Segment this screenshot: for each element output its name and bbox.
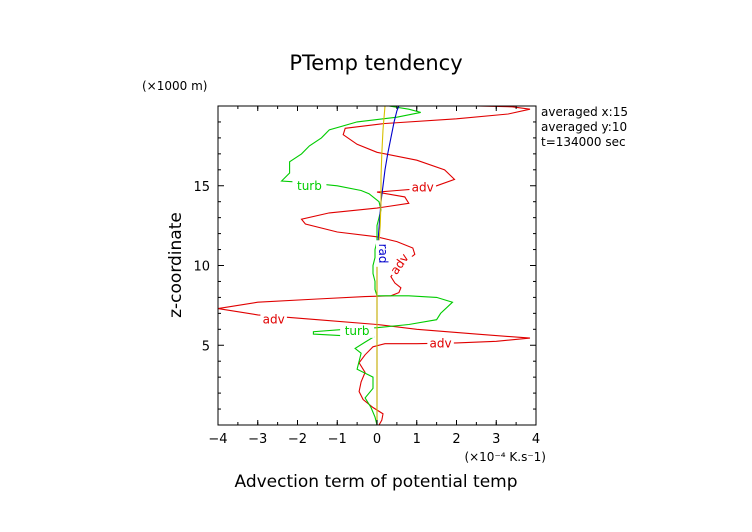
curve-label-bg xyxy=(375,240,389,267)
y-tick-label: 5 xyxy=(202,339,210,354)
curve-label-adv: adv xyxy=(263,313,285,327)
x-tick-label: −2 xyxy=(288,432,307,447)
x-axis-ticks: −4 −3 −2 −1 0 1 2 3 4 xyxy=(208,106,540,447)
info-line: t=134000 sec xyxy=(541,135,626,149)
info-line: averaged y:10 xyxy=(541,120,627,134)
x-tick-label: −3 xyxy=(248,432,267,447)
y-axis-label: z-coordinate xyxy=(166,212,186,318)
x-tick-label: 3 xyxy=(492,432,500,447)
x-tick-label: 2 xyxy=(452,432,460,447)
curve-label-bg xyxy=(409,181,436,195)
y-axis-ticks: 5 10 15 xyxy=(193,121,536,410)
y-unit-label: (×1000 m) xyxy=(142,79,207,93)
curve-label-bg xyxy=(387,249,413,279)
chart-title: PTemp tendency xyxy=(289,51,462,75)
curve-label-bg xyxy=(292,179,327,193)
curve-label-turb: turb xyxy=(297,179,322,193)
curve-label-bg xyxy=(340,324,375,338)
x-axis-label: Advection term of potential temp xyxy=(234,472,517,492)
x-tick-label: 1 xyxy=(413,432,421,447)
curve-label-turb: turb xyxy=(345,324,370,338)
curve-label-bg xyxy=(260,313,287,327)
curve-label-adv: adv xyxy=(412,180,434,194)
y-tick-label: 10 xyxy=(193,260,210,275)
curves xyxy=(217,105,531,426)
x-unit-label: (×10⁻⁴ K.s⁻1) xyxy=(464,450,546,464)
info-line: averaged x:15 xyxy=(541,105,628,119)
series-line-adv xyxy=(217,105,531,426)
curve-label-rad: rad xyxy=(376,244,390,264)
x-tick-label: −1 xyxy=(328,432,347,447)
y-tick-label: 15 xyxy=(193,180,210,195)
curve-label-bg xyxy=(427,337,454,351)
series-line-turb xyxy=(280,105,454,426)
x-tick-label: −4 xyxy=(208,432,227,447)
curve-label-adv: adv xyxy=(430,337,452,351)
x-tick-label: 0 xyxy=(373,432,381,447)
x-tick-label: 4 xyxy=(532,432,540,447)
